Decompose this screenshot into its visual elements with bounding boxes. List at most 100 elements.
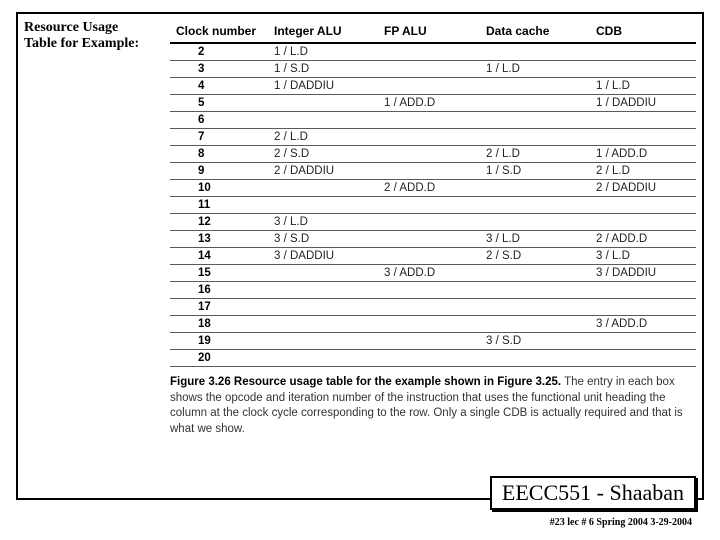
cell-fpalu	[378, 333, 480, 350]
cell-clock: 20	[170, 350, 268, 367]
cell-fpalu: 3 / ADD.D	[378, 265, 480, 282]
footer-meta: #23 lec # 6 Spring 2004 3-29-2004	[550, 517, 692, 528]
cell-dcache: 2 / S.D	[480, 248, 590, 265]
cell-dcache	[480, 265, 590, 282]
cell-cdb: 3 / DADDIU	[590, 265, 696, 282]
cell-ialu: 2 / DADDIU	[268, 163, 378, 180]
cell-clock: 10	[170, 180, 268, 197]
table-row: 11	[170, 197, 696, 214]
cell-clock: 14	[170, 248, 268, 265]
table-row: 133 / S.D3 / L.D2 / ADD.D	[170, 231, 696, 248]
col-fpalu: FP ALU	[378, 22, 480, 43]
cell-clock: 15	[170, 265, 268, 282]
cell-dcache	[480, 180, 590, 197]
table-row: 18 3 / ADD.D	[170, 316, 696, 333]
cell-clock: 7	[170, 129, 268, 146]
cell-ialu	[268, 197, 378, 214]
cell-cdb: 3 / ADD.D	[590, 316, 696, 333]
cell-fpalu	[378, 231, 480, 248]
cell-fpalu	[378, 78, 480, 95]
cell-cdb: 2 / DADDIU	[590, 180, 696, 197]
cell-ialu	[268, 282, 378, 299]
cell-fpalu	[378, 197, 480, 214]
cell-ialu	[268, 180, 378, 197]
cell-cdb	[590, 112, 696, 129]
cell-clock: 5	[170, 95, 268, 112]
col-cdb: CDB	[590, 22, 696, 43]
figure-caption: Figure 3.26 Resource usage table for the…	[170, 375, 696, 437]
table-row: 123 / L.D	[170, 214, 696, 231]
cell-ialu: 1 / DADDIU	[268, 78, 378, 95]
table-row: 72 / L.D	[170, 129, 696, 146]
table-row: 143 / DADDIU 2 / S.D3 / L.D	[170, 248, 696, 265]
cell-fpalu	[378, 43, 480, 61]
cell-cdb: 1 / ADD.D	[590, 146, 696, 163]
cell-dcache: 3 / L.D	[480, 231, 590, 248]
cell-ialu	[268, 333, 378, 350]
cell-ialu: 2 / S.D	[268, 146, 378, 163]
cell-clock: 4	[170, 78, 268, 95]
cell-clock: 2	[170, 43, 268, 61]
cell-clock: 19	[170, 333, 268, 350]
cell-clock: 9	[170, 163, 268, 180]
table-row: 19 3 / S.D	[170, 333, 696, 350]
cell-fpalu	[378, 146, 480, 163]
cell-dcache	[480, 214, 590, 231]
table-row: 5 1 / ADD.D 1 / DADDIU	[170, 95, 696, 112]
cell-cdb: 1 / L.D	[590, 78, 696, 95]
cell-dcache	[480, 299, 590, 316]
cell-cdb: 2 / L.D	[590, 163, 696, 180]
table-body: 21 / L.D31 / S.D1 / L.D41 / DADDIU1 / L.…	[170, 43, 696, 367]
cell-ialu	[268, 350, 378, 367]
cell-clock: 17	[170, 299, 268, 316]
cell-dcache	[480, 112, 590, 129]
table-row: 31 / S.D1 / L.D	[170, 61, 696, 78]
cell-cdb	[590, 333, 696, 350]
cell-dcache	[480, 350, 590, 367]
cell-cdb	[590, 282, 696, 299]
cell-dcache	[480, 197, 590, 214]
table-row: 41 / DADDIU 1 / L.D	[170, 78, 696, 95]
table-row: 17	[170, 299, 696, 316]
table-row: 20	[170, 350, 696, 367]
cell-dcache	[480, 95, 590, 112]
side-label: Resource Usage Table for Example:	[24, 20, 164, 52]
col-clock: Clock number	[170, 22, 268, 43]
cell-clock: 6	[170, 112, 268, 129]
cell-fpalu	[378, 61, 480, 78]
cell-fpalu	[378, 299, 480, 316]
course-title: EECC551 - Shaaban	[502, 480, 684, 505]
cell-fpalu: 1 / ADD.D	[378, 95, 480, 112]
cell-dcache: 3 / S.D	[480, 333, 590, 350]
cell-clock: 16	[170, 282, 268, 299]
cell-fpalu	[378, 282, 480, 299]
cell-clock: 12	[170, 214, 268, 231]
table-row: 6	[170, 112, 696, 129]
cell-fpalu: 2 / ADD.D	[378, 180, 480, 197]
cell-dcache	[480, 43, 590, 61]
cell-dcache	[480, 78, 590, 95]
side-label-line2: Table for Example:	[24, 36, 139, 51]
cell-cdb: 3 / L.D	[590, 248, 696, 265]
cell-clock: 11	[170, 197, 268, 214]
course-footer: EECC551 - Shaaban	[490, 476, 696, 510]
cell-clock: 18	[170, 316, 268, 333]
cell-clock: 3	[170, 61, 268, 78]
table-header-row: Clock number Integer ALU FP ALU Data cac…	[170, 22, 696, 43]
cell-cdb: 1 / DADDIU	[590, 95, 696, 112]
cell-cdb	[590, 43, 696, 61]
resource-table: Clock number Integer ALU FP ALU Data cac…	[170, 22, 696, 367]
cell-cdb	[590, 129, 696, 146]
cell-ialu: 3 / DADDIU	[268, 248, 378, 265]
cell-ialu: 3 / L.D	[268, 214, 378, 231]
table-row: 10 2 / ADD.D 2 / DADDIU	[170, 180, 696, 197]
cell-ialu	[268, 299, 378, 316]
cell-cdb	[590, 197, 696, 214]
cell-dcache: 1 / S.D	[480, 163, 590, 180]
table-zone: Clock number Integer ALU FP ALU Data cac…	[170, 22, 696, 437]
cell-ialu: 1 / L.D	[268, 43, 378, 61]
slide-frame: Resource Usage Table for Example: Clock …	[16, 12, 704, 500]
cell-ialu	[268, 316, 378, 333]
cell-clock: 13	[170, 231, 268, 248]
cell-ialu: 3 / S.D	[268, 231, 378, 248]
